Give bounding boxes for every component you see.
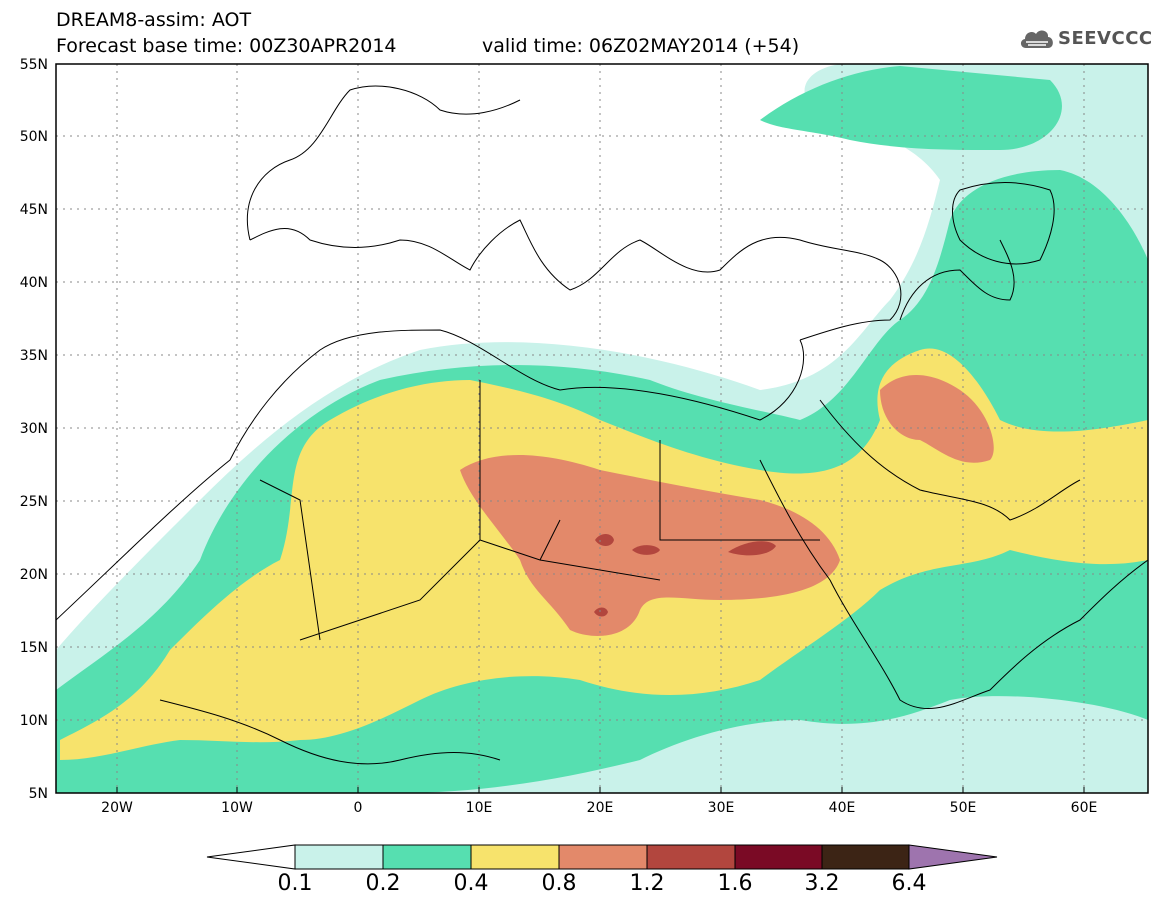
lat-label: 55N [20,57,48,73]
colorbar-swatch [734,844,823,870]
lat-label: 40N [20,275,48,291]
graticule [56,64,1148,793]
valid-time: valid time: 06Z02MAY2014 (+54) [482,35,800,57]
logo-text: SEEVCCC [1058,28,1153,49]
lat-label: 50N [20,129,48,145]
colorbar-swatch [558,844,648,870]
aot-band-1.2-a [595,534,614,546]
map-title: DREAM8-assim: AOT [56,9,252,31]
lon-label: 40E [829,800,856,816]
colorbar [206,844,998,870]
lon-label: 20W [101,800,133,816]
lat-label: 30N [20,421,48,437]
lat-label: 5N [29,786,48,802]
aot-band-1.2-c [728,541,776,556]
aot-band-0.8-gulf [880,375,994,463]
lon-label: 50E [950,800,977,816]
lat-label: 20N [20,567,48,583]
lon-label: 10W [221,800,253,816]
seevccc-logo: SEEVCCC [1018,24,1158,54]
lon-label: 30E [708,800,735,816]
colorbar-label: 6.4 [891,871,927,896]
colorbar-swatch [821,844,910,870]
aot-band-1.2-d [594,607,608,617]
longitude-labels: 20W 10W 0 10E 20E 30E 40E 50E 60E [101,800,1097,816]
colorbar-swatch [470,844,560,870]
colorbar-over-arrow [908,844,998,870]
axis-ticks [116,787,1085,793]
colorbar-label: 1.6 [717,871,753,896]
colorbar-label: 0.4 [453,871,489,896]
aot-band-0.2-northeast [760,66,1062,150]
colorbar-swatch [646,844,736,870]
colorbar-swatch [294,844,384,870]
colorbar-label: 3.2 [804,871,840,896]
lat-label: 10N [20,713,48,729]
lat-label: 35N [20,348,48,364]
coastlines [56,85,1148,765]
latitude-labels: 55N 50N 45N 40N 35N 30N 25N 20N 15N 10N … [20,57,48,802]
colorbar-label: 1.2 [629,871,665,896]
colorbar-label: 0.2 [365,871,401,896]
lon-label: 60E [1071,800,1098,816]
lon-label: 10E [466,800,493,816]
colorbar-label: 0.1 [277,871,313,896]
lat-label: 45N [20,202,48,218]
aot-band-1.2-b [632,545,660,555]
colorbar-label: 0.8 [541,871,577,896]
lon-label: 0 [354,800,363,816]
lat-label: 15N [20,640,48,656]
forecast-base-time: Forecast base time: 00Z30APR2014 [56,35,397,57]
colorbar-swatch [382,844,472,870]
lat-label: 25N [20,494,48,510]
lon-label: 20E [587,800,614,816]
cloud-icon [1020,30,1053,48]
colorbar-under-arrow [206,844,296,870]
